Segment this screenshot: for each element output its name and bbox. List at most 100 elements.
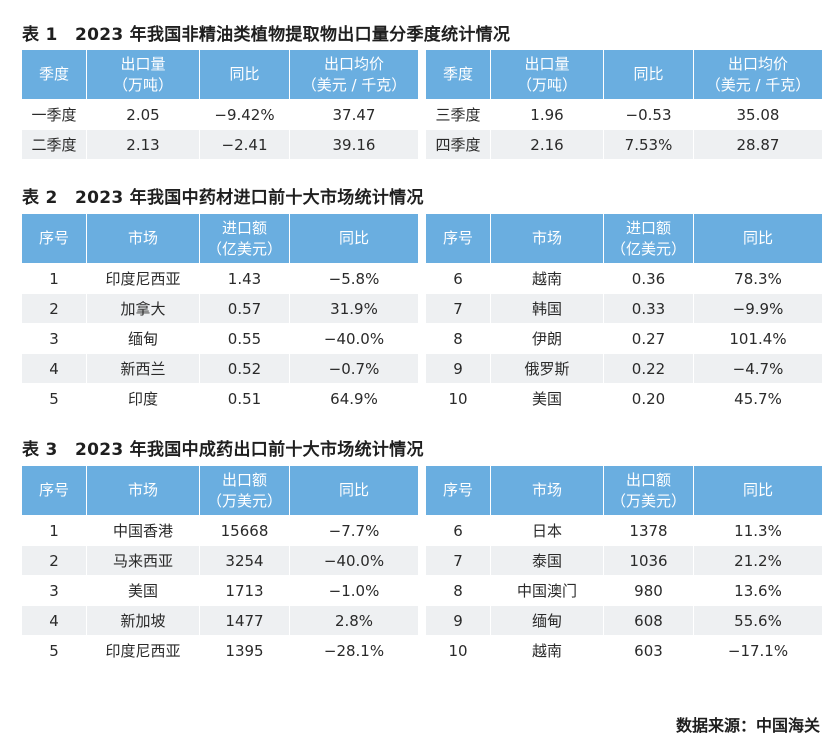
header-market: 市场 [87, 214, 200, 263]
cell-yoy: −2.41 [200, 129, 290, 159]
cell-yoy: −9.9% [694, 293, 822, 323]
cell-amount: 980 [604, 575, 694, 605]
cell-price: 35.08 [694, 99, 822, 129]
data-source: 数据来源：中国海关 [675, 716, 820, 735]
cell-yoy: 31.9% [290, 293, 418, 323]
cell-amount: 0.55 [200, 323, 290, 353]
cell-market: 俄罗斯 [491, 353, 604, 383]
header-amount: 进口额 （亿美元） [604, 214, 694, 263]
cell-no: 7 [426, 293, 491, 323]
table-row: 8 中国澳门 980 13.6% [426, 575, 822, 605]
cell-market: 印度 [87, 383, 200, 413]
cell-yoy: −1.0% [290, 575, 418, 605]
cell-amount: 1713 [200, 575, 290, 605]
cell-amount: 0.33 [604, 293, 694, 323]
cell-no: 1 [22, 263, 87, 293]
cell-price: 28.87 [694, 129, 822, 159]
cell-no: 9 [426, 353, 491, 383]
table-row: 9 俄罗斯 0.22 −4.7% [426, 353, 822, 383]
table-row: 3 缅甸 0.55 −40.0% [22, 323, 418, 353]
cell-no: 4 [22, 353, 87, 383]
table-row: 1 中国香港 15668 −7.7% [22, 515, 418, 545]
cell-no: 7 [426, 545, 491, 575]
table1-left: 季度 出口量 （万吨） 同比 出口均价 （美元 / 千克） 一季度 2.05 −9.… [22, 50, 418, 159]
table1-right: 季度 出口量 （万吨） 同比 出口均价 （美元 / 千克） 三季度 1.96 −0.… [426, 50, 822, 159]
table-row: 10 美国 0.20 45.7% [426, 383, 822, 413]
cell-yoy: 45.7% [694, 383, 822, 413]
cell-qty: 2.13 [87, 129, 200, 159]
header-market: 市场 [491, 466, 604, 515]
cell-yoy: 55.6% [694, 605, 822, 635]
cell-yoy: 11.3% [694, 515, 822, 545]
cell-market: 越南 [491, 263, 604, 293]
cell-amount: 603 [604, 635, 694, 665]
cell-yoy: 13.6% [694, 575, 822, 605]
cell-no: 8 [426, 575, 491, 605]
cell-amount: 1477 [200, 605, 290, 635]
cell-no: 2 [22, 545, 87, 575]
cell-season: 一季度 [22, 99, 87, 129]
header-market: 市场 [491, 214, 604, 263]
cell-market: 韩国 [491, 293, 604, 323]
header-season: 季度 [22, 50, 87, 99]
cell-amount: 0.22 [604, 353, 694, 383]
header-price: 出口均价 （美元 / 千克） [694, 50, 822, 99]
cell-market: 马来西亚 [87, 545, 200, 575]
header-yoy: 同比 [694, 466, 822, 515]
header-no: 序号 [22, 214, 87, 263]
cell-market: 美国 [87, 575, 200, 605]
header-market: 市场 [87, 466, 200, 515]
cell-yoy: 101.4% [694, 323, 822, 353]
table-row: 7 泰国 1036 21.2% [426, 545, 822, 575]
cell-market: 日本 [491, 515, 604, 545]
table-row: 3 美国 1713 −1.0% [22, 575, 418, 605]
header-amount: 进口额 （亿美元） [200, 214, 290, 263]
cell-season: 三季度 [426, 99, 491, 129]
cell-no: 8 [426, 323, 491, 353]
table3-left: 序号 市场 出口额 （万美元） 同比 1 中国香港 15668 −7.7% 2 马… [22, 466, 418, 665]
cell-yoy: −28.1% [290, 635, 418, 665]
header-season: 季度 [426, 50, 491, 99]
cell-yoy: −7.7% [290, 515, 418, 545]
table2-right: 序号 市场 进口额 （亿美元） 同比 6 越南 0.36 78.3% 7 韩国 0… [426, 214, 822, 413]
cell-no: 2 [22, 293, 87, 323]
cell-yoy: −40.0% [290, 545, 418, 575]
header-amount: 出口额 （万美元） [604, 466, 694, 515]
cell-price: 39.16 [290, 129, 418, 159]
header-yoy: 同比 [200, 50, 290, 99]
cell-yoy: −0.7% [290, 353, 418, 383]
table-row: 二季度 2.13 −2.41 39.16 [22, 129, 418, 159]
cell-no: 3 [22, 323, 87, 353]
table-row: 四季度 2.16 7.53% 28.87 [426, 129, 822, 159]
table-row: 2 马来西亚 3254 −40.0% [22, 545, 418, 575]
header-qty: 出口量 （万吨） [491, 50, 604, 99]
cell-yoy: −0.53 [604, 99, 694, 129]
cell-yoy: −9.42% [200, 99, 290, 129]
table-row: 10 越南 603 −17.1% [426, 635, 822, 665]
cell-no: 1 [22, 515, 87, 545]
cell-market: 伊朗 [491, 323, 604, 353]
cell-no: 10 [426, 635, 491, 665]
cell-no: 5 [22, 383, 87, 413]
header-qty: 出口量 （万吨） [87, 50, 200, 99]
cell-qty: 1.96 [491, 99, 604, 129]
cell-amount: 608 [604, 605, 694, 635]
cell-market: 越南 [491, 635, 604, 665]
cell-yoy: −17.1% [694, 635, 822, 665]
cell-amount: 0.27 [604, 323, 694, 353]
cell-yoy: 2.8% [290, 605, 418, 635]
cell-amount: 1.43 [200, 263, 290, 293]
table3-right: 序号 市场 出口额 （万美元） 同比 6 日本 1378 11.3% 7 泰国 1… [426, 466, 822, 665]
cell-market: 美国 [491, 383, 604, 413]
cell-no: 3 [22, 575, 87, 605]
cell-amount: 1036 [604, 545, 694, 575]
cell-amount: 0.51 [200, 383, 290, 413]
table-row: 一季度 2.05 −9.42% 37.47 [22, 99, 418, 129]
table-row: 6 日本 1378 11.3% [426, 515, 822, 545]
cell-yoy: 64.9% [290, 383, 418, 413]
table2-title: 表 2 2023 年我国中药材进口前十大市场统计情况 [22, 188, 424, 208]
table-row: 5 印度 0.51 64.9% [22, 383, 418, 413]
cell-market: 中国香港 [87, 515, 200, 545]
cell-qty: 2.05 [87, 99, 200, 129]
table-row: 4 新加坡 1477 2.8% [22, 605, 418, 635]
